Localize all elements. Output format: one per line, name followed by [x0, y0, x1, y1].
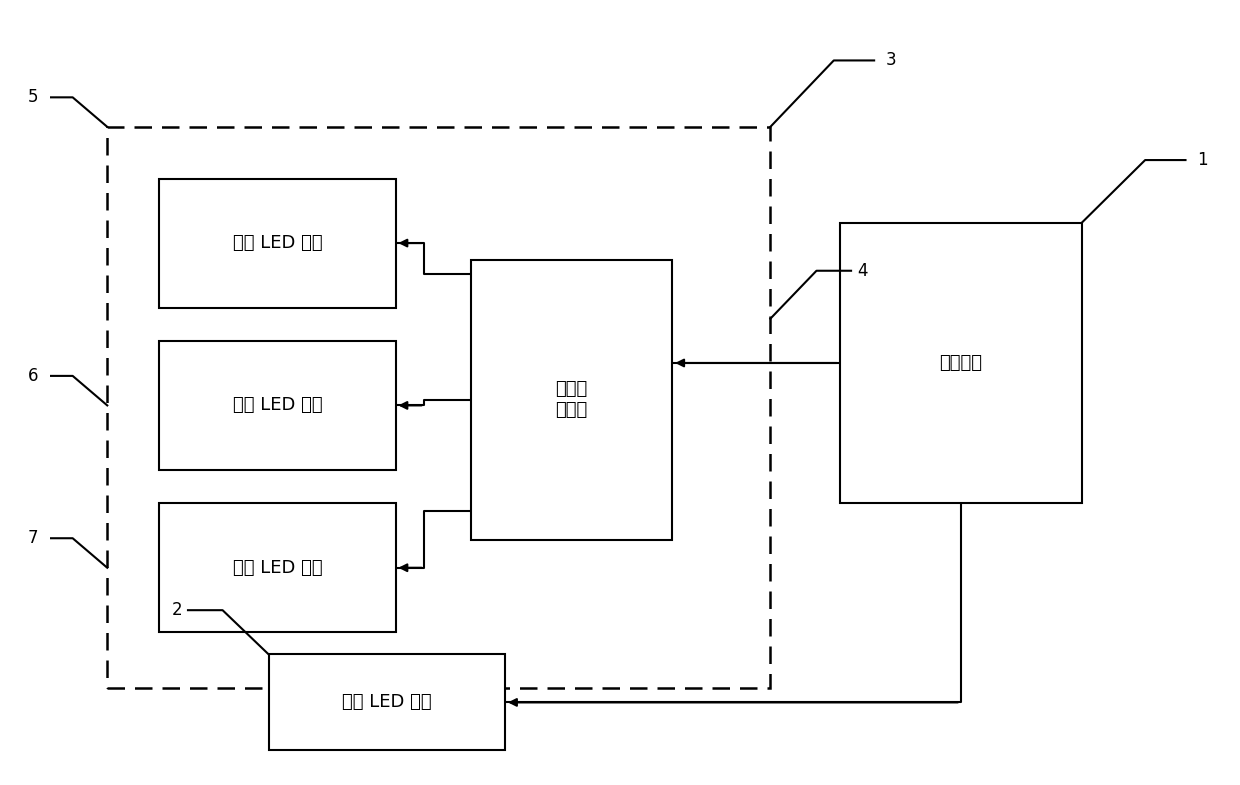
- Bar: [470, 260, 672, 540]
- Text: 电流控
制模块: 电流控 制模块: [556, 381, 588, 419]
- Text: 绻光 LED 模块: 绻光 LED 模块: [233, 396, 322, 414]
- Text: 7: 7: [27, 529, 38, 547]
- Text: 6: 6: [27, 367, 38, 385]
- Text: 蓝光 LED 模块: 蓝光 LED 模块: [233, 559, 322, 577]
- Text: 白光 LED 模块: 白光 LED 模块: [342, 693, 432, 711]
- Text: 供电模块: 供电模块: [939, 354, 982, 372]
- Bar: [159, 341, 396, 470]
- Bar: [839, 223, 1081, 503]
- Bar: [159, 503, 396, 633]
- Bar: [108, 127, 770, 688]
- Text: 4: 4: [857, 261, 867, 279]
- Bar: [159, 178, 396, 308]
- Bar: [269, 655, 505, 750]
- Text: 2: 2: [171, 601, 182, 619]
- Text: 1: 1: [1197, 151, 1208, 169]
- Text: 3: 3: [885, 52, 897, 69]
- Text: 5: 5: [27, 89, 38, 106]
- Text: 红光 LED 模块: 红光 LED 模块: [233, 234, 322, 252]
